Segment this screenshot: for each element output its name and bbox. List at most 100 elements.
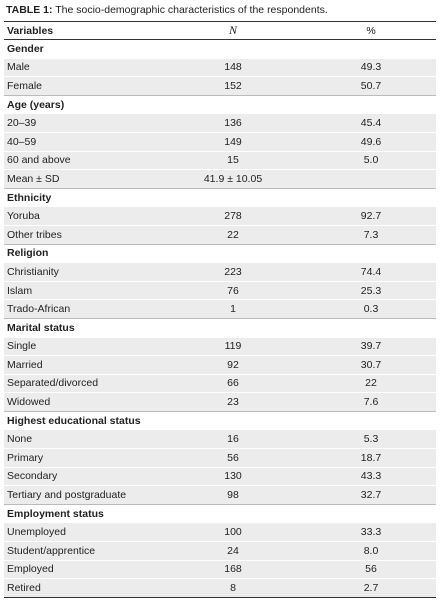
- data-row: Employed 168 56: [4, 559, 436, 579]
- section-title: Employment status: [4, 503, 436, 523]
- data-row: Student/apprentice 24 8.0: [4, 541, 436, 561]
- row-label: Male: [4, 57, 160, 77]
- row-label: Trado-African: [4, 299, 160, 319]
- cell: 33.3: [306, 522, 436, 542]
- cell: 7.6: [306, 392, 436, 412]
- caption: TABLE 1: The socio-demographic character…: [6, 4, 328, 16]
- cell: 149: [160, 131, 306, 152]
- section-row: Highest educational status: [4, 410, 436, 430]
- cell: 15: [160, 150, 306, 170]
- cell: 45.4: [306, 113, 436, 133]
- section-row: Ethnicity: [4, 187, 436, 207]
- row-label: Primary: [4, 448, 160, 468]
- cell: 130: [160, 466, 306, 486]
- row-label: Yoruba: [4, 206, 160, 226]
- row-label: Unemployed: [4, 522, 160, 542]
- cell: 49.6: [306, 131, 436, 152]
- section-row: Religion: [4, 243, 436, 263]
- row-label: Separated/divorced: [4, 373, 160, 393]
- section-title: Ethnicity: [4, 187, 436, 207]
- data-row: Mean ± SD 41.9 ± 10.05: [4, 169, 436, 189]
- cell: 98: [160, 485, 306, 505]
- cell: 49.3: [306, 57, 436, 77]
- data-row: Trado-African 1 0.3: [4, 299, 436, 319]
- cell: 119: [160, 336, 306, 356]
- row-label: Other tribes: [4, 224, 160, 245]
- data-row: Widowed 23 7.6: [4, 392, 436, 412]
- cell: 0.3: [306, 299, 436, 319]
- data-row: None 16 5.3: [4, 429, 436, 449]
- cell: 92: [160, 355, 306, 375]
- cell: 66: [160, 373, 306, 393]
- cell: 7.3: [306, 224, 436, 245]
- cell: 8.0: [306, 541, 436, 561]
- cell: 50.7: [306, 76, 436, 96]
- row-label: Married: [4, 355, 160, 375]
- section-row: Gender: [4, 39, 436, 59]
- cell: 148: [160, 57, 306, 77]
- section-title: Gender: [4, 39, 436, 59]
- row-label: Student/apprentice: [4, 541, 160, 561]
- cell: 1: [160, 299, 306, 319]
- row-label: Secondary: [4, 466, 160, 486]
- row-label: Female: [4, 76, 160, 96]
- section-title: Highest educational status: [4, 410, 436, 430]
- row-label: 60 and above: [4, 150, 160, 170]
- table-body: Gender Male 148 49.3 Female 152 50.7 Age (years…: [4, 39, 436, 598]
- data-row: Single 119 39.7: [4, 336, 436, 356]
- cell: 74.4: [306, 262, 436, 282]
- header-cell: Variables: [4, 21, 160, 40]
- cell: 2.7: [306, 578, 436, 598]
- section-row: Employment status: [4, 503, 436, 523]
- data-row: Secondary 130 43.3: [4, 466, 436, 486]
- row-label: Islam: [4, 280, 160, 300]
- cell: 30.7: [306, 355, 436, 375]
- section-title: Marital status: [4, 317, 436, 337]
- section-title: Religion: [4, 243, 436, 263]
- cell: 41.9 ± 10.05: [160, 169, 306, 189]
- data-row: Female 152 50.7: [4, 76, 436, 96]
- row-label: Tertiary and postgraduate: [4, 485, 160, 505]
- cell: 25.3: [306, 280, 436, 300]
- caption-label: TABLE 1:: [6, 4, 53, 16]
- row-label: None: [4, 429, 160, 449]
- cell: 16: [160, 429, 306, 449]
- row-label: Widowed: [4, 392, 160, 412]
- data-row: Retired 8 2.7: [4, 578, 436, 598]
- header-row: Variables N %: [4, 21, 436, 40]
- data-row: Unemployed 100 33.3: [4, 522, 436, 542]
- data-row: Islam 76 25.3: [4, 280, 436, 300]
- cell: 39.7: [306, 336, 436, 356]
- cell: 56: [306, 559, 436, 579]
- cell: 43.3: [306, 466, 436, 486]
- data-table: Variables N % Gender Male 148 49.3 Female 152…: [4, 21, 436, 598]
- cell: [306, 169, 436, 189]
- data-row: Married 92 30.7: [4, 355, 436, 375]
- row-label: Christianity: [4, 262, 160, 282]
- data-row: Separated/divorced 66 22: [4, 373, 436, 393]
- cell: 76: [160, 280, 306, 300]
- cell: 23: [160, 392, 306, 412]
- header-cell: %: [306, 21, 436, 40]
- cell: 168: [160, 559, 306, 579]
- cell: 278: [160, 206, 306, 226]
- data-row: 20–39 136 45.4: [4, 113, 436, 133]
- caption-text: The socio-demographic characteristics of…: [55, 4, 328, 16]
- section-row: Marital status: [4, 317, 436, 337]
- cell: 5.3: [306, 429, 436, 449]
- row-label: 20–39: [4, 113, 160, 133]
- data-row: 40–59 149 49.6: [4, 131, 436, 152]
- cell: 22: [306, 373, 436, 393]
- data-row: Primary 56 18.7: [4, 448, 436, 468]
- data-row: Tertiary and postgraduate 98 32.7: [4, 485, 436, 505]
- data-row: 60 and above 15 5.0: [4, 150, 436, 170]
- cell: 56: [160, 448, 306, 468]
- data-row: Male 148 49.3: [4, 57, 436, 77]
- row-label: Mean ± SD: [4, 169, 160, 189]
- cell: 152: [160, 76, 306, 96]
- cell: 22: [160, 224, 306, 245]
- cell: 223: [160, 262, 306, 282]
- cell: 100: [160, 522, 306, 542]
- row-label: Retired: [4, 578, 160, 598]
